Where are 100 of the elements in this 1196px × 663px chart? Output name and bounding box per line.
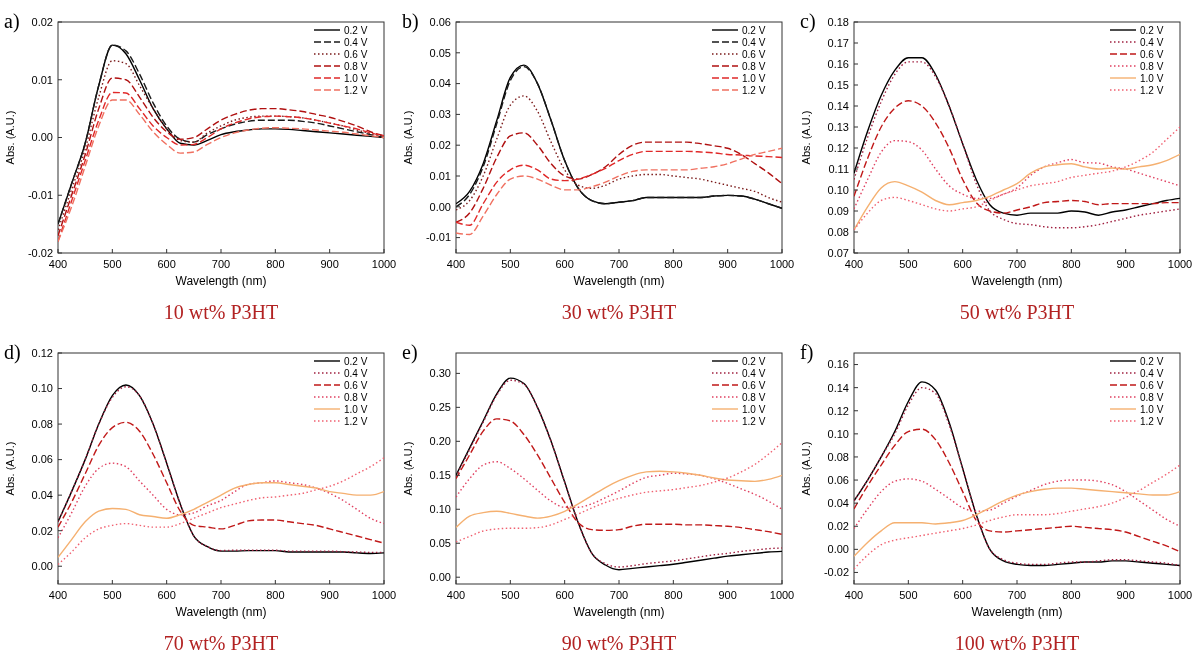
x-tick-label: 900 — [1116, 258, 1135, 270]
y-tick-label: 0.17 — [827, 36, 849, 49]
x-tick-label: 600 — [953, 589, 972, 601]
text: 30 wt% P3HT — [561, 301, 677, 323]
legend-label: 0.8 V — [344, 391, 368, 403]
x-tick-label: 800 — [266, 258, 285, 270]
x-tick-label: 700 — [609, 589, 629, 601]
legend-label: 0.2 V — [344, 24, 368, 36]
text: 70 wt% P3HT — [163, 632, 279, 654]
y-tick-label: 0.08 — [827, 450, 849, 463]
legend-label: 0.8 V — [742, 391, 766, 403]
x-tick-label: 400 — [48, 258, 68, 270]
line-series — [456, 461, 782, 510]
x-tick-label: 900 — [320, 258, 339, 270]
x-tick-label: 400 — [446, 589, 466, 601]
x-tick-label: 900 — [1116, 589, 1135, 601]
legend-label: 0.2 V — [1140, 355, 1164, 367]
y-tick-label: 0.00 — [31, 131, 53, 144]
x-axis-title: Wavelength (nm) — [573, 274, 665, 288]
y-tick-label: 0.05 — [429, 46, 451, 59]
legend-label: 1.0 V — [742, 403, 766, 415]
y-tick-label: 0.12 — [827, 404, 849, 417]
x-tick-label: 900 — [718, 589, 737, 601]
x-tick-label: 800 — [1062, 258, 1081, 270]
legend-label: 0.4 V — [742, 36, 766, 48]
y-tick-label: 0.08 — [827, 225, 849, 238]
x-tick-label: 700 — [609, 258, 629, 270]
legend-label: 0.2 V — [1140, 24, 1164, 36]
y-axis-title: Abs. (A.U.) — [402, 110, 414, 165]
y-axis-title: Abs. (A.U.) — [800, 441, 812, 496]
x-tick-label: 1000 — [769, 589, 795, 601]
x-axis-title: Wavelength (nm) — [175, 605, 267, 619]
x-tick-label: 700 — [211, 589, 231, 601]
text: e) — [402, 341, 418, 364]
line-series — [854, 153, 1180, 231]
x-axis-title: Wavelength (nm) — [971, 274, 1063, 288]
y-tick-label: 0.03 — [429, 108, 451, 121]
x-tick-label: 1000 — [769, 258, 795, 270]
x-axis-title: Wavelength (nm) — [175, 274, 267, 288]
y-tick-label: 0.00 — [429, 571, 451, 584]
x-tick-label: 500 — [501, 258, 520, 270]
text: b) — [402, 10, 419, 33]
line-series — [58, 462, 384, 539]
x-tick-label: 1000 — [371, 589, 397, 601]
x-tick-label: 800 — [664, 258, 683, 270]
x-tick-label: 1000 — [1167, 589, 1193, 601]
legend-label: 0.6 V — [1140, 379, 1164, 391]
y-tick-label: 0.16 — [827, 57, 849, 70]
y-tick-label: 0.04 — [827, 497, 849, 509]
y-tick-label: 0.13 — [827, 120, 849, 133]
x-tick-label: 600 — [555, 258, 574, 270]
x-tick-label: 800 — [664, 589, 683, 601]
y-tick-label: 0.04 — [31, 489, 53, 501]
y-tick-label: 0.30 — [429, 367, 451, 380]
x-axis-title: Wavelength (nm) — [573, 605, 665, 619]
legend-label: 0.2 V — [344, 355, 368, 367]
y-tick-label: 0.09 — [827, 204, 849, 217]
x-tick-label: 900 — [718, 258, 737, 270]
legend-label: 0.4 V — [344, 367, 368, 379]
legend-label: 0.8 V — [344, 60, 368, 72]
y-tick-label: 0.14 — [827, 381, 849, 394]
line-series — [854, 126, 1180, 231]
line-series — [58, 457, 384, 566]
y-tick-label: 0.10 — [31, 382, 53, 395]
legend-label: 0.2 V — [742, 24, 766, 36]
x-tick-label: 400 — [844, 589, 864, 601]
legend-label: 0.4 V — [1140, 367, 1164, 379]
text: 10 wt% P3HT — [163, 301, 279, 323]
y-tick-label: 0.11 — [828, 162, 849, 175]
y-tick-label: 0.10 — [429, 503, 451, 516]
line-series — [854, 478, 1180, 530]
y-tick-label: -0.02 — [823, 566, 849, 579]
legend-label: 1.2 V — [344, 415, 368, 427]
text: f) — [800, 341, 814, 364]
y-tick-label: 0.00 — [827, 543, 849, 556]
legend-label: 0.8 V — [1140, 60, 1164, 72]
y-tick-label: 0.14 — [827, 99, 849, 112]
text: 90 wt% P3HT — [561, 632, 677, 654]
line-series — [58, 482, 384, 559]
x-tick-label: 500 — [103, 589, 122, 601]
y-tick-label: 0.02 — [31, 15, 53, 28]
y-tick-label: 0.02 — [429, 139, 451, 152]
legend-label: 1.0 V — [344, 403, 368, 415]
y-tick-label: 0.10 — [827, 427, 849, 440]
legend-label: 1.0 V — [344, 72, 368, 84]
line-series — [854, 464, 1180, 570]
text: a) — [4, 10, 20, 33]
x-tick-label: 1000 — [371, 258, 397, 270]
legend-label: 0.4 V — [344, 36, 368, 48]
y-tick-label: -0.01 — [27, 189, 53, 202]
legend-label: 0.2 V — [742, 355, 766, 367]
x-tick-label: 600 — [157, 589, 176, 601]
x-tick-label: 700 — [1007, 258, 1027, 270]
legend-label: 0.6 V — [344, 379, 368, 391]
y-tick-label: 0.06 — [429, 15, 451, 28]
legend-label: 1.2 V — [1140, 415, 1164, 427]
x-tick-label: 500 — [501, 589, 520, 601]
legend-label: 0.4 V — [742, 367, 766, 379]
y-axis-title: Abs. (A.U.) — [4, 110, 16, 165]
y-tick-label: 0.06 — [31, 453, 53, 466]
